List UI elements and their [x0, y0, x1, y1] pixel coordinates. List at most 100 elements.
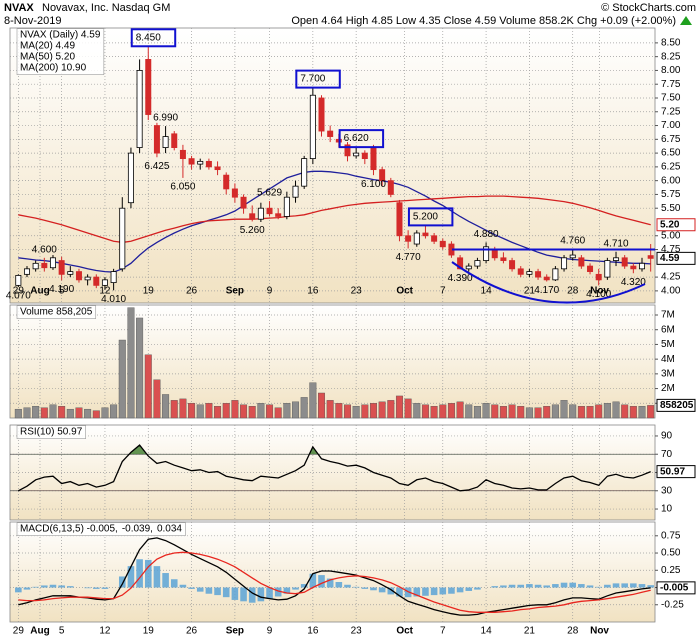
histogram-bar [638, 584, 646, 588]
legend-entry: 0.034 [157, 524, 182, 535]
histogram-bar [500, 585, 507, 588]
histogram-bar [378, 587, 386, 593]
histogram-bar [32, 586, 39, 588]
price-annotation: 5.260 [240, 225, 265, 236]
candle-body [84, 276, 91, 281]
volume-bar [369, 403, 377, 419]
y-tick-label: 4.00 [661, 286, 681, 297]
legend: RSI(10) 50.97 [16, 425, 86, 439]
candle-body [595, 273, 602, 281]
histogram-bar [361, 587, 369, 589]
y-tick-label: 70 [661, 449, 673, 460]
annotation-box [338, 129, 385, 149]
histogram-bar [23, 587, 31, 590]
histogram-bar [456, 587, 464, 593]
candle-body [275, 213, 282, 217]
quote: Open 4.64 High 4.85 Low 4.35 Close 4.59 … [291, 15, 676, 27]
volume-bar [465, 404, 473, 419]
volume-bar [525, 407, 533, 419]
volume-bar [118, 339, 126, 419]
price-annotation: 4.190 [49, 284, 74, 295]
volume-bar [638, 406, 646, 419]
price-annotation: 4.600 [32, 244, 57, 255]
volume-bar [136, 317, 144, 419]
histogram-bar [118, 576, 126, 588]
price-annotation: 4.390 [448, 273, 473, 284]
volume-bar [318, 392, 325, 419]
y-tick-label: -0.25 [661, 599, 684, 610]
volume-bar [413, 403, 421, 419]
histogram-bar [196, 587, 204, 592]
price-annotation: 4.880 [474, 229, 499, 240]
legend-box [16, 28, 105, 75]
histogram-bar [292, 587, 299, 590]
x-tick-label: 9 [267, 286, 273, 297]
candle-body [318, 97, 325, 132]
y-tick-label: 0.25 [661, 565, 681, 576]
candle-body [578, 257, 585, 267]
y-tick-label: 2M [661, 383, 675, 394]
volume-bar [40, 407, 48, 419]
candle-body [344, 144, 351, 157]
value-tag-label: 858205 [660, 400, 694, 411]
candle-body [32, 262, 39, 270]
panel-background [9, 27, 656, 304]
y-tick-label: 7.75 [661, 79, 681, 90]
panel-background [9, 304, 656, 419]
volume-bar [32, 406, 40, 419]
histogram-bar [621, 583, 628, 588]
candle-body [58, 260, 65, 275]
candle-body [535, 271, 542, 278]
price-annotation: 6.620 [344, 133, 369, 144]
candle-body [630, 265, 637, 270]
volume-bar [58, 406, 66, 419]
candle-body [465, 265, 472, 270]
y-tick-label: 3M [661, 369, 675, 380]
y-tick-label: 8.50 [661, 38, 681, 49]
histogram-bar [188, 587, 195, 589]
y-tick-label: 7.25 [661, 106, 681, 117]
legend-entry: MA(50) 5.20 [20, 52, 75, 63]
volume-bar [543, 406, 551, 419]
volume-bar [222, 403, 230, 419]
volume-bar [456, 401, 464, 419]
candle-body [526, 271, 533, 275]
x-tick-label: Nov [590, 626, 609, 637]
volume-bar [266, 404, 274, 419]
histogram-bar [448, 587, 455, 594]
candle-body [621, 257, 628, 267]
volume-bar [49, 404, 57, 419]
histogram-bar [439, 587, 447, 595]
volume-bar [188, 403, 196, 419]
legend-box [16, 305, 97, 319]
value-tag-label: 5.20 [660, 219, 680, 230]
volume-bar [595, 404, 603, 419]
value-tag [656, 251, 696, 265]
volume-bar [439, 404, 447, 419]
candle-body [153, 125, 160, 154]
x-tick-label: 21 [524, 626, 536, 637]
candle-body [647, 255, 654, 259]
volume-bar [352, 406, 360, 419]
histogram-bar [387, 587, 395, 595]
x-tick-label: Oct [396, 286, 413, 297]
histogram-bar [595, 586, 602, 588]
candle-body [145, 59, 152, 115]
symbol: NVAX [4, 2, 34, 14]
value-tag-label: -0.005 [660, 583, 689, 594]
histogram-bar [344, 584, 351, 588]
price-annotation: 6.050 [170, 182, 195, 193]
candle-body [162, 136, 169, 148]
histogram-bar [179, 584, 187, 588]
candle-body [422, 232, 429, 237]
candle-body [101, 279, 108, 286]
candle-body [639, 262, 646, 270]
series-line [17, 444, 651, 492]
y-tick-label: 10 [661, 504, 673, 515]
price-annotation: 4.320 [621, 277, 646, 288]
candle-body [396, 202, 403, 237]
histogram-bar [422, 587, 429, 596]
candle-body [67, 271, 74, 275]
rounded-bottom-arc [451, 261, 646, 304]
